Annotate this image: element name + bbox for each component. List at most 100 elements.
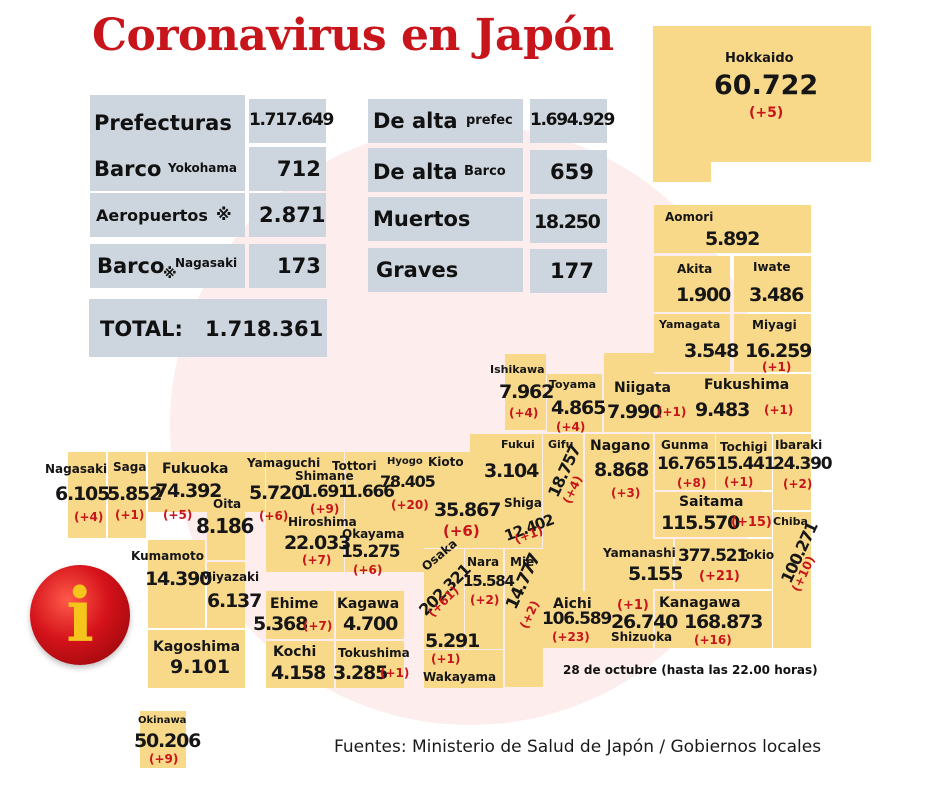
kagoshima-value: 9.101 bbox=[170, 656, 231, 678]
kioto-name: Kioto bbox=[428, 455, 464, 469]
summary-de-alta-barco-value: 659 bbox=[550, 160, 594, 184]
tochigi-name: Tochigi bbox=[720, 440, 768, 454]
chiba-name: Chiba bbox=[773, 515, 808, 528]
kanagawa-value: 168.873 bbox=[684, 611, 763, 633]
summary-barco-yokohama-value: 712 bbox=[277, 157, 321, 181]
tile-akita bbox=[654, 256, 730, 312]
shimane-value: 1.691 bbox=[301, 482, 350, 502]
info-icon: i bbox=[30, 565, 130, 665]
summary-barco-yokohama-label: Barco bbox=[94, 157, 162, 181]
summary-total-value: 1.718.361 bbox=[205, 317, 324, 341]
summary-graves-label: Graves bbox=[376, 258, 459, 282]
hokkaido-delta: (+5) bbox=[749, 105, 784, 121]
tile-aomori bbox=[654, 205, 811, 253]
yamaguchi-name: Yamaguchi bbox=[247, 456, 321, 470]
summary-de-alta-prefec-label-box: De alta prefec bbox=[368, 99, 523, 143]
okayama-value: 15.275 bbox=[341, 542, 401, 562]
tile-miyazaki bbox=[207, 562, 245, 628]
mie-name: Mie bbox=[510, 555, 535, 569]
summary-muertos-value-box: 18.250 bbox=[530, 199, 607, 243]
saga-name: Saga bbox=[113, 460, 147, 474]
nara-delta: (+2) bbox=[470, 593, 500, 607]
kochi-name: Kochi bbox=[273, 644, 317, 660]
tokio-name: Tokio bbox=[739, 548, 775, 562]
summary-barco-nagasaki-mark: ※ bbox=[163, 266, 177, 282]
tile-kanagawa bbox=[655, 591, 772, 648]
shiga-name: Shiga bbox=[504, 496, 542, 510]
akita-value: 1.900 bbox=[676, 284, 731, 306]
summary-aeropuertos-value: 2.871 bbox=[259, 203, 326, 227]
miyagi-delta: (+1) bbox=[762, 360, 792, 374]
miyagi-name: Miyagi bbox=[752, 318, 797, 332]
hokkaido-name: Hokkaido bbox=[725, 51, 794, 66]
aomori-name: Aomori bbox=[665, 210, 714, 224]
summary-barco-nagasaki-value: 173 bbox=[277, 254, 321, 278]
tile-niigata-top bbox=[604, 353, 654, 375]
ehime-value: 5.368 bbox=[253, 613, 308, 635]
tile-iwate bbox=[734, 256, 811, 312]
nagasaki-delta: (+4) bbox=[74, 510, 104, 524]
toyama-delta: (+4) bbox=[556, 420, 586, 434]
ishikawa-value: 7.962 bbox=[499, 381, 554, 403]
fukuoka-name: Fukuoka bbox=[162, 461, 229, 477]
akita-name: Akita bbox=[677, 262, 713, 276]
hokkaido-value: 60.722 bbox=[714, 70, 819, 101]
tile-ibaraki bbox=[773, 434, 811, 510]
yamaguchi-value: 5.720 bbox=[249, 482, 304, 504]
fukushima-delta: (+1) bbox=[764, 403, 794, 417]
tile-yamagata bbox=[654, 314, 730, 372]
toyama-value: 4.865 bbox=[551, 397, 606, 419]
wakayama-name: Wakayama bbox=[423, 670, 497, 684]
summary-de-alta-barco-value-box: 659 bbox=[530, 150, 607, 194]
tile-okinawa bbox=[140, 711, 186, 768]
shizuoka-delta: (+1) bbox=[617, 598, 649, 613]
tokio-delta: (+21) bbox=[699, 569, 740, 584]
saga-delta: (+1) bbox=[115, 508, 145, 522]
shizuoka-value: 26.740 bbox=[611, 611, 678, 633]
summary-barco-yokohama-label-box: Barco Yokohama bbox=[90, 147, 245, 191]
kumamoto-name: Kumamoto bbox=[131, 549, 204, 563]
iwate-value: 3.486 bbox=[749, 284, 804, 306]
summary-aeropuertos-mark: ※ bbox=[216, 205, 232, 224]
ibaraki-value: 24.390 bbox=[773, 454, 833, 474]
info-icon-glyph: i bbox=[65, 573, 95, 659]
hyogo-delta: (+20) bbox=[391, 498, 429, 512]
saitama-value: 115.570 bbox=[661, 512, 740, 534]
yamagata-name: Yamagata bbox=[659, 318, 721, 331]
kagoshima-name: Kagoshima bbox=[153, 639, 241, 655]
tile-shiga bbox=[502, 490, 542, 548]
summary-de-alta-prefec-value-box: 1.694.929 bbox=[530, 99, 615, 143]
tile-gifu bbox=[543, 434, 583, 591]
yamagata-value: 3.548 bbox=[684, 340, 739, 362]
okinawa-delta: (+9) bbox=[149, 752, 179, 766]
nara-name: Nara bbox=[467, 555, 500, 569]
shizuoka-name: Shizuoka bbox=[611, 630, 673, 644]
okayama-name: Okayama bbox=[342, 527, 405, 541]
aichi-delta: (+23) bbox=[552, 630, 590, 644]
oita-value: 8.186 bbox=[196, 514, 254, 538]
aichi-name: Aichi bbox=[553, 596, 592, 612]
tile-kagawa bbox=[336, 591, 404, 639]
kagawa-name: Kagawa bbox=[337, 596, 400, 612]
niigata-delta: (+1) bbox=[657, 405, 687, 419]
summary-de-alta-prefec-label: De alta bbox=[373, 109, 458, 133]
fukushima-value: 9.483 bbox=[695, 399, 750, 421]
tochigi-value: 15.441 bbox=[716, 454, 776, 474]
tile-toyama bbox=[547, 374, 602, 432]
tokio-value: 377.521 bbox=[678, 546, 748, 566]
summary-de-alta-barco-label-box: De alta Barco bbox=[368, 148, 523, 192]
tile-aichi-shizuoka bbox=[543, 591, 653, 648]
tile-kioto bbox=[424, 452, 502, 548]
ehime-delta: (+7) bbox=[303, 619, 333, 633]
fukuoka-value: 74.392 bbox=[155, 480, 222, 502]
nagano-name: Nagano bbox=[590, 438, 651, 454]
summary-de-alta-barco-sub: Barco bbox=[464, 164, 506, 179]
kanagawa-delta: (+16) bbox=[694, 633, 732, 647]
gunma-delta: (+8) bbox=[677, 476, 707, 490]
tile-yamanashi bbox=[585, 539, 673, 589]
tile-okayama-lower bbox=[345, 530, 424, 572]
summary-prefecturas-label-box: Prefecturas bbox=[90, 95, 245, 147]
tile-ehime bbox=[266, 591, 334, 639]
tile-tochigi bbox=[716, 434, 772, 490]
tile-oita bbox=[207, 490, 245, 560]
